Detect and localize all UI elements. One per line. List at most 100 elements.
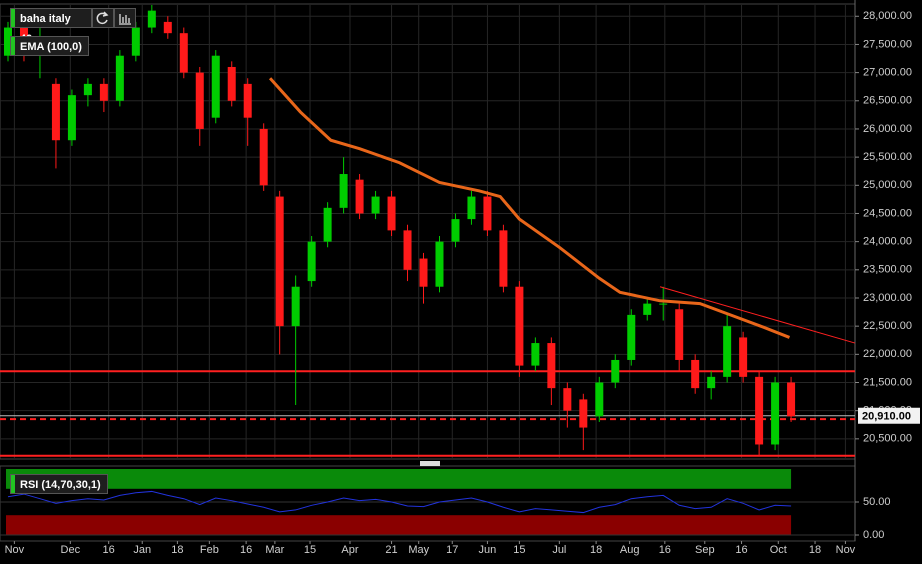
candle-body (3, 27, 12, 56)
x-tick-label: 18 (171, 544, 183, 556)
candle-body (259, 128, 268, 186)
candle-body (771, 382, 780, 445)
candle-body (787, 382, 796, 417)
candle-body (179, 33, 188, 73)
candle-body (755, 376, 764, 445)
candle-body (435, 241, 444, 287)
x-tick-label: Apr (341, 544, 358, 556)
x-tick-label: Sep (695, 544, 715, 556)
y-tick-label: 26,000.00 (863, 123, 912, 135)
rsi-band (6, 515, 792, 535)
x-tick-label: 16 (240, 544, 252, 556)
candle-body (723, 326, 732, 377)
y-tick-label: 27,500.00 (863, 38, 912, 50)
ema-line (268, 77, 791, 339)
y-tick-label: 0.00 (863, 529, 884, 541)
candle-body (403, 230, 412, 270)
candle-body (499, 230, 508, 287)
candle-body (195, 72, 204, 129)
y-tick-label: 26,500.00 (863, 95, 912, 107)
last-price-box (858, 407, 920, 424)
candle-body (291, 286, 300, 327)
candle-body (67, 95, 76, 141)
panel-divider (420, 461, 440, 466)
refresh-button[interactable] (92, 8, 114, 28)
y-tick-label: 24,500.00 (863, 207, 912, 219)
y-tick-label: 23,500.00 (863, 264, 912, 276)
y-tick-label: 21,500.00 (863, 376, 912, 388)
x-tick-label: 15 (304, 544, 316, 556)
candle-body (611, 359, 620, 383)
candle-body (579, 399, 588, 428)
candle-body (275, 196, 284, 327)
x-tick-label: 17 (446, 544, 458, 556)
y-tick-label: 28,000.00 (863, 10, 912, 22)
x-tick-label: Feb (200, 544, 219, 556)
x-tick-label: Aug (620, 544, 640, 556)
candle-body (739, 337, 748, 377)
y-tick-label: 24,000.00 (863, 236, 912, 248)
x-tick-label: Dec (61, 544, 81, 556)
candle-body (691, 359, 700, 389)
y-tick-label: 20,500.00 (863, 433, 912, 445)
candle-body (659, 303, 668, 305)
y-tick-label: 25,000.00 (863, 179, 912, 191)
candle-body (83, 83, 92, 96)
candle-body (307, 241, 316, 282)
y-tick-label: 25,500.00 (863, 151, 912, 163)
x-tick-label: Nov (836, 544, 856, 556)
x-tick-label: Jul (552, 544, 566, 556)
chart-type-button[interactable] (114, 8, 136, 28)
candle-body (323, 207, 332, 242)
instrument-label[interactable]: baha italy 40 (10, 8, 92, 45)
candle-body (387, 196, 396, 231)
x-tick-label: 16 (735, 544, 747, 556)
indicator-label[interactable]: EMA (100,0) (10, 36, 89, 56)
x-tick-label: Nov (5, 544, 25, 556)
candle-body (595, 382, 604, 417)
x-tick-label: 16 (659, 544, 671, 556)
y-tick-label: 27,000.00 (863, 67, 912, 79)
x-tick-label: 18 (590, 544, 602, 556)
candle-body (371, 196, 380, 214)
x-tick-label: 21 (385, 544, 397, 556)
rsi-band (6, 469, 792, 489)
candle-body (211, 55, 220, 118)
candle-body (627, 314, 636, 360)
indicator-label[interactable]: RSI (14,70,30,1) (10, 474, 108, 494)
y-tick-label: 22,000.00 (863, 348, 912, 360)
candle-body (339, 174, 348, 208)
x-tick-label: May (408, 544, 429, 556)
candle-body (643, 303, 652, 315)
candle-body (115, 55, 124, 101)
candle-body (131, 27, 140, 56)
trend-line (659, 286, 856, 344)
candle-body (515, 286, 524, 366)
rsi-line (7, 490, 792, 514)
candle-body (51, 83, 60, 141)
candle-body (99, 83, 108, 101)
candle-body (547, 343, 556, 389)
y-tick-label: 23,000.00 (863, 292, 912, 304)
candle-body (531, 343, 540, 366)
candle-body (483, 196, 492, 231)
candle-body (163, 21, 172, 34)
x-tick-label: Jan (133, 544, 151, 556)
bars-icon (119, 14, 131, 25)
candle-body (563, 388, 572, 411)
candle-body (355, 179, 364, 214)
y-tick-label: 22,500.00 (863, 320, 912, 332)
x-tick-label: 18 (809, 544, 821, 556)
x-tick-label: 16 (103, 544, 115, 556)
candle-body (467, 196, 476, 220)
candle-body (227, 66, 236, 101)
last-price-label: 20,910.00 (862, 411, 911, 423)
candle-body (243, 83, 252, 118)
y-tick-label: 50.00 (863, 496, 891, 508)
candle-body (707, 376, 716, 389)
candle-body (451, 219, 460, 242)
x-tick-label: Oct (770, 544, 787, 556)
refresh-icon (96, 11, 109, 25)
candle-body (419, 258, 428, 287)
